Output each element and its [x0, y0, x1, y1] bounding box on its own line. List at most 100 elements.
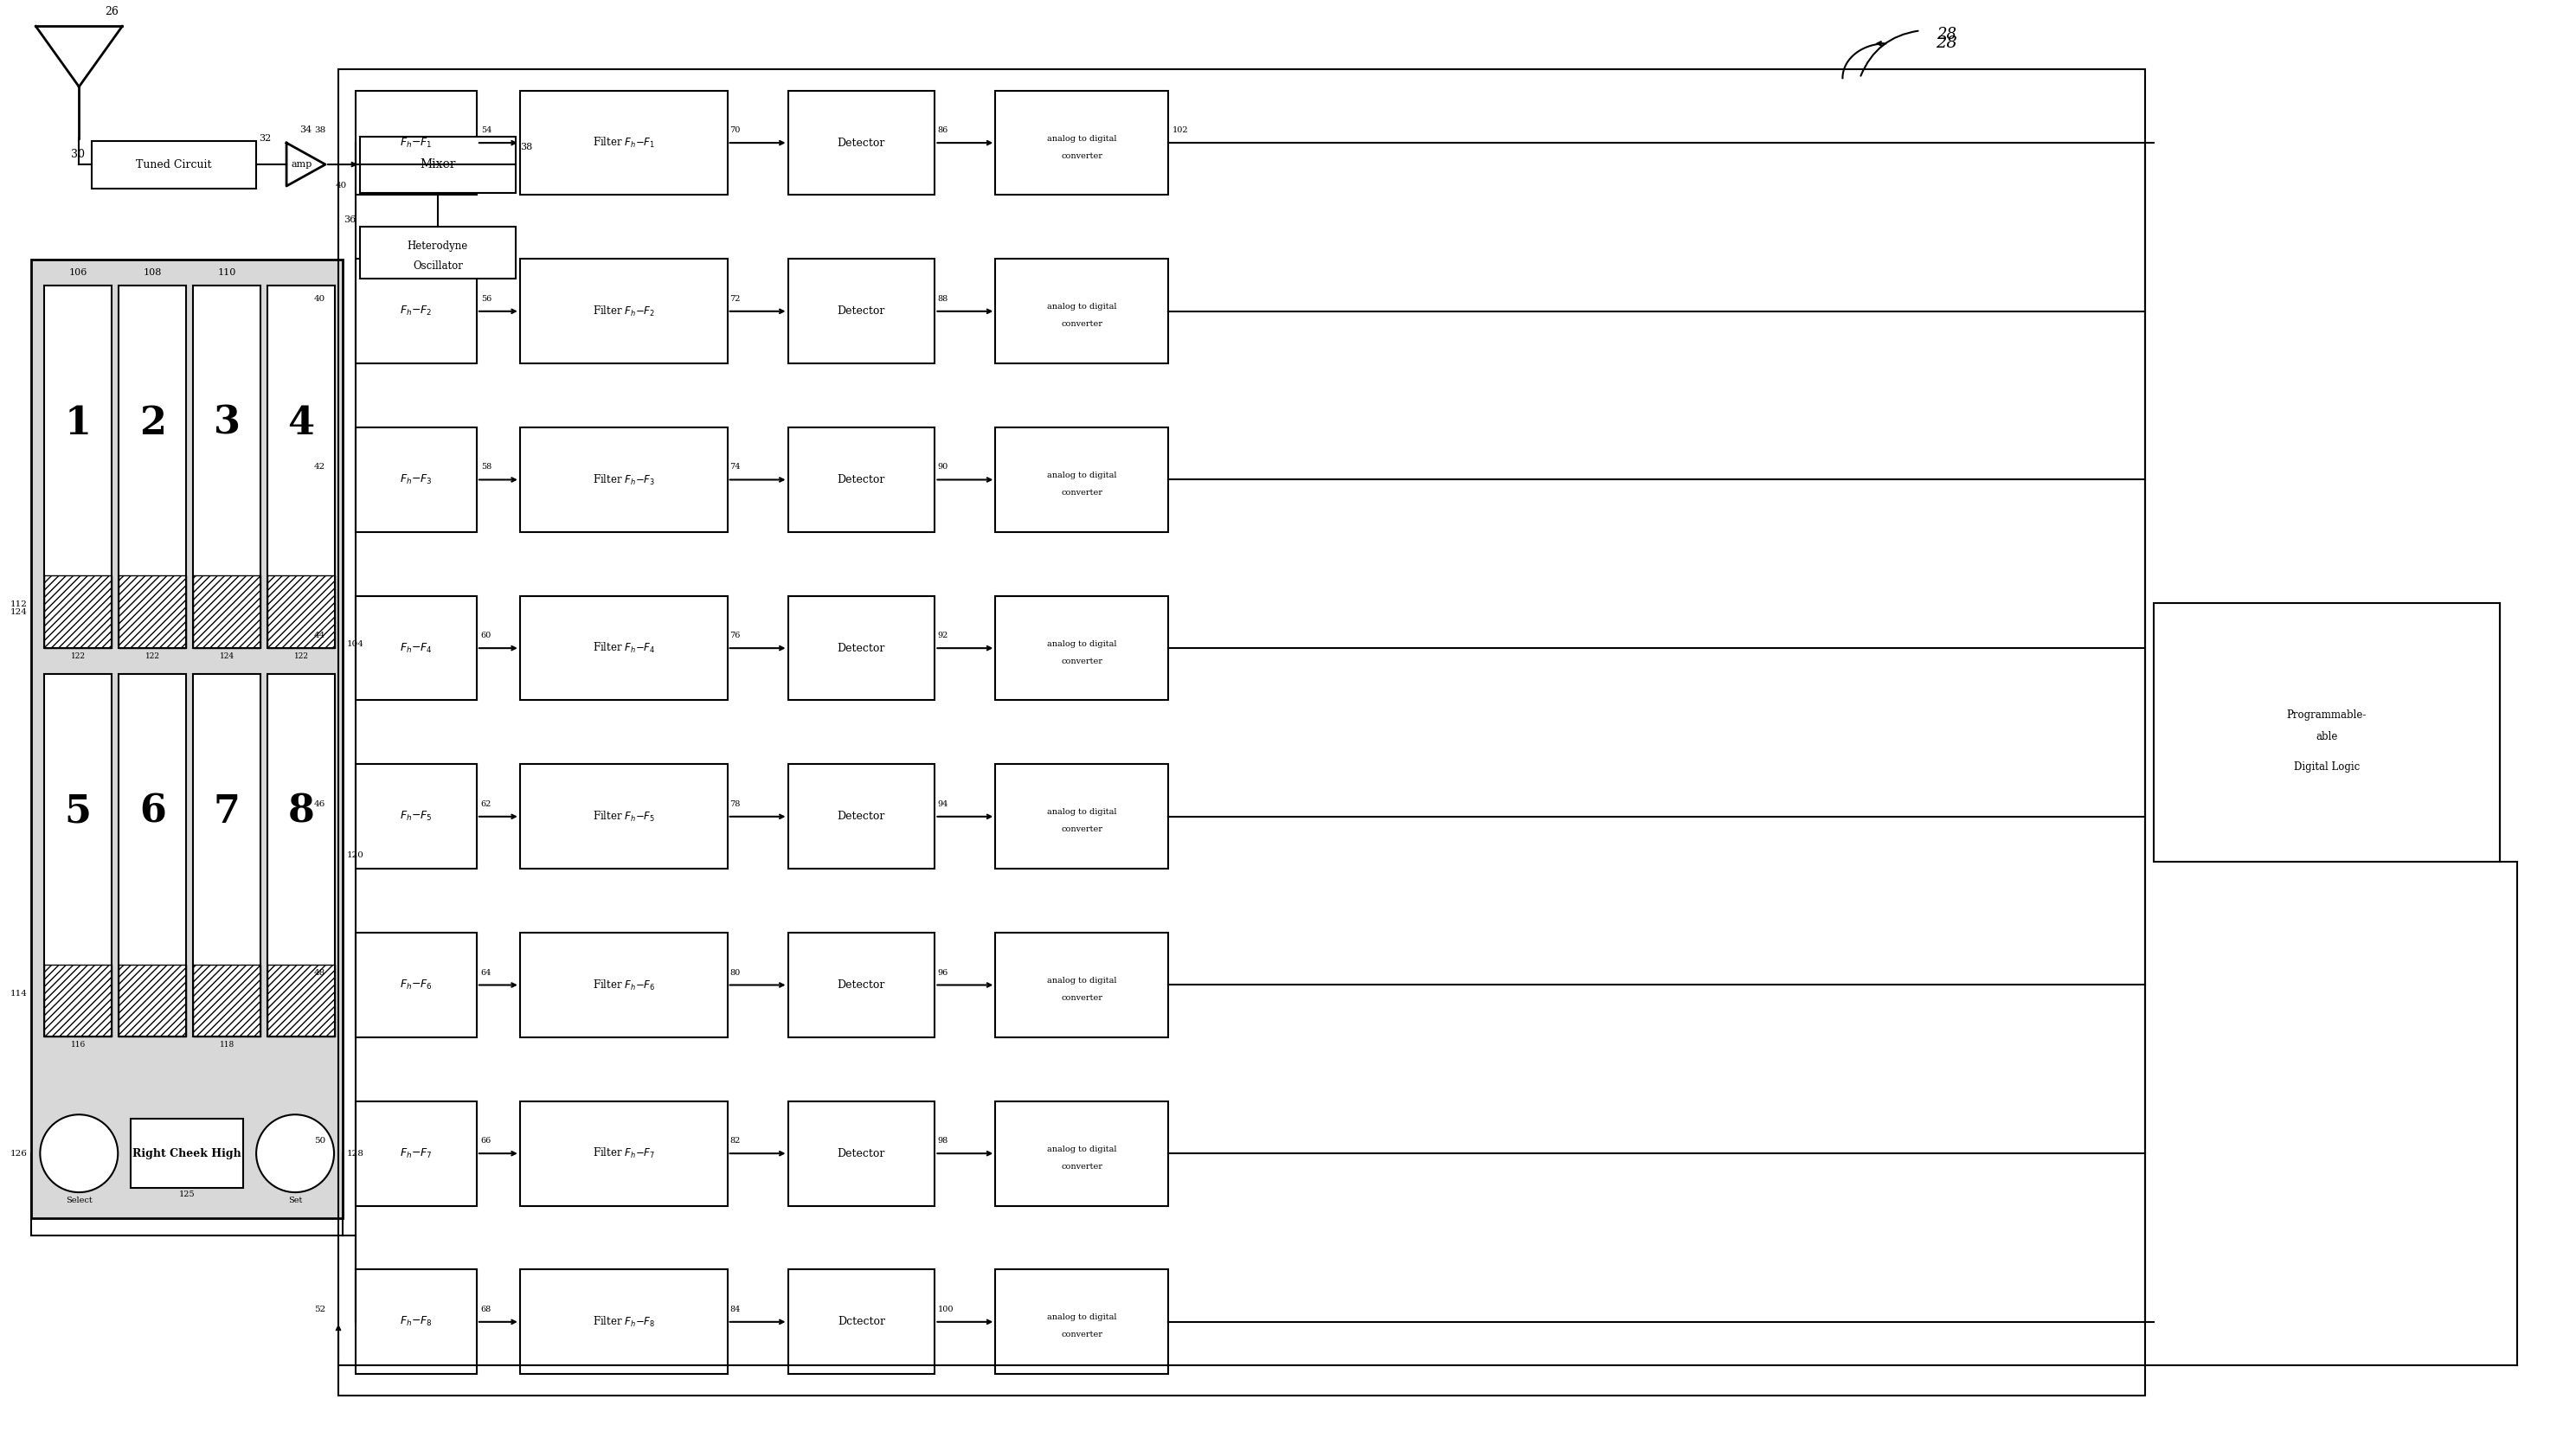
Text: 62: 62: [482, 800, 492, 809]
Text: 54: 54: [482, 127, 492, 134]
Text: 104: 104: [348, 640, 363, 648]
Text: $F_h$$-$$F_8$: $F_h$$-$$F_8$: [399, 1315, 433, 1328]
Bar: [520, 764, 726, 869]
Text: Filter $F_h$$-$$F_4$: Filter $F_h$$-$$F_4$: [592, 641, 654, 656]
Text: Mixer: Mixer: [420, 159, 456, 170]
Bar: [268, 674, 335, 1037]
Text: Select: Select: [67, 1197, 93, 1204]
Text: analog to digital: analog to digital: [1046, 303, 1115, 310]
Text: analog to digital: analog to digital: [1046, 640, 1115, 648]
Text: 2: 2: [139, 404, 165, 442]
Text: 122: 122: [294, 653, 309, 660]
Text: converter: converter: [1061, 1331, 1103, 1339]
Bar: [193, 965, 260, 1037]
Bar: [355, 1269, 477, 1375]
Text: Detector: Detector: [837, 1148, 886, 1160]
Bar: [520, 933, 726, 1037]
Text: 56: 56: [482, 295, 492, 303]
Text: Filter $F_h$$-$$F_6$: Filter $F_h$$-$$F_6$: [592, 978, 654, 992]
Bar: [268, 965, 335, 1037]
Circle shape: [255, 1115, 335, 1193]
Bar: [520, 1102, 726, 1206]
Bar: [520, 596, 726, 700]
Text: Detector: Detector: [837, 643, 886, 654]
Text: 118: 118: [219, 1041, 234, 1048]
Text: 32: 32: [258, 134, 270, 143]
Text: 60: 60: [482, 631, 492, 640]
Text: 110: 110: [216, 269, 237, 277]
Bar: [520, 427, 726, 531]
Text: 3: 3: [214, 404, 240, 442]
Text: converter: converter: [1061, 826, 1103, 833]
Text: converter: converter: [1061, 657, 1103, 666]
Bar: [788, 933, 935, 1037]
Text: 4: 4: [289, 404, 314, 442]
Text: 26: 26: [106, 6, 118, 17]
Text: Right Cheek High: Right Cheek High: [131, 1148, 242, 1160]
Text: Heterodyne: Heterodyne: [407, 241, 469, 251]
Text: 80: 80: [729, 969, 739, 976]
Text: 120: 120: [348, 852, 363, 859]
Text: 82: 82: [729, 1136, 742, 1145]
Text: 44: 44: [314, 631, 325, 640]
Text: converter: converter: [1061, 321, 1103, 328]
Bar: [2154, 602, 2499, 862]
Text: 40: 40: [335, 182, 348, 189]
Text: 76: 76: [729, 631, 742, 640]
Text: Filter $F_h$$-$$F_8$: Filter $F_h$$-$$F_8$: [592, 1315, 654, 1328]
Text: 112: 112: [10, 601, 28, 608]
Text: 38: 38: [520, 143, 533, 152]
Bar: [788, 596, 935, 700]
Bar: [355, 91, 477, 195]
Text: 70: 70: [729, 127, 742, 134]
Text: $F_h$$-$$F_1$: $F_h$$-$$F_1$: [399, 136, 433, 149]
Bar: [355, 764, 477, 869]
Text: analog to digital: analog to digital: [1046, 134, 1115, 143]
Text: analog to digital: analog to digital: [1046, 472, 1115, 479]
Circle shape: [41, 1115, 118, 1193]
Text: analog to digital: analog to digital: [1046, 976, 1115, 985]
Bar: [788, 427, 935, 531]
Bar: [118, 576, 185, 648]
Text: able: able: [2316, 731, 2336, 742]
Text: 102: 102: [1172, 127, 1188, 134]
Text: Filter $F_h$$-$$F_1$: Filter $F_h$$-$$F_1$: [592, 136, 654, 150]
Bar: [994, 596, 1170, 700]
Bar: [31, 260, 343, 1219]
Text: 84: 84: [729, 1305, 742, 1313]
Text: $F_h$$-$$F_4$: $F_h$$-$$F_4$: [399, 641, 433, 654]
Text: 78: 78: [729, 800, 742, 809]
Text: analog to digital: analog to digital: [1046, 809, 1115, 816]
Text: 50: 50: [314, 1136, 325, 1145]
Text: 108: 108: [144, 269, 162, 277]
Bar: [337, 69, 2146, 1396]
Bar: [994, 91, 1170, 195]
Text: 6: 6: [139, 793, 165, 830]
Text: 52: 52: [314, 1305, 325, 1313]
Text: Dctector: Dctector: [837, 1317, 886, 1327]
Text: 40: 40: [314, 295, 325, 303]
Bar: [44, 965, 111, 1037]
Bar: [520, 91, 726, 195]
Text: 34: 34: [299, 126, 312, 134]
Text: converter: converter: [1061, 152, 1103, 160]
Text: Filter $F_h$$-$$F_7$: Filter $F_h$$-$$F_7$: [592, 1147, 654, 1161]
Bar: [193, 674, 260, 1037]
Bar: [361, 227, 515, 279]
Text: 124: 124: [219, 653, 234, 660]
Text: 28: 28: [1937, 27, 1955, 43]
Text: 66: 66: [482, 1136, 492, 1145]
Text: 96: 96: [938, 969, 948, 976]
Bar: [994, 1102, 1170, 1206]
Bar: [520, 258, 726, 364]
Text: $F_h$$-$$F_2$: $F_h$$-$$F_2$: [399, 305, 433, 318]
Text: Filter $F_h$$-$$F_3$: Filter $F_h$$-$$F_3$: [592, 472, 654, 487]
Bar: [788, 258, 935, 364]
Text: 128: 128: [348, 1149, 363, 1157]
Text: Detector: Detector: [837, 306, 886, 316]
Text: $F_h$$-$$F_6$: $F_h$$-$$F_6$: [399, 979, 433, 992]
Bar: [193, 286, 260, 648]
Text: 72: 72: [729, 295, 742, 303]
Text: 30: 30: [72, 149, 85, 160]
Text: 106: 106: [70, 269, 88, 277]
